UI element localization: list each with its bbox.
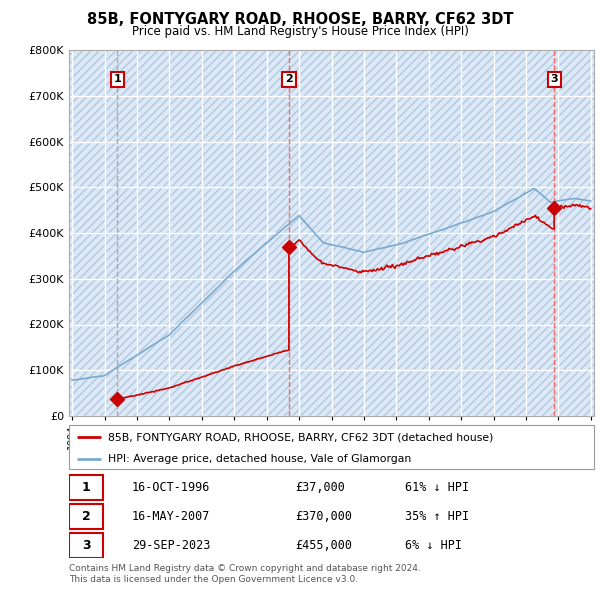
Text: £37,000: £37,000 bbox=[295, 481, 344, 494]
Text: 61% ↓ HPI: 61% ↓ HPI bbox=[405, 481, 469, 494]
Text: 16-OCT-1996: 16-OCT-1996 bbox=[132, 481, 211, 494]
Text: £455,000: £455,000 bbox=[295, 539, 352, 552]
Text: 35% ↑ HPI: 35% ↑ HPI bbox=[405, 510, 469, 523]
Text: 1: 1 bbox=[82, 481, 91, 494]
Text: 1: 1 bbox=[113, 74, 121, 84]
Text: This data is licensed under the Open Government Licence v3.0.: This data is licensed under the Open Gov… bbox=[69, 575, 358, 584]
Text: 29-SEP-2023: 29-SEP-2023 bbox=[132, 539, 211, 552]
FancyBboxPatch shape bbox=[69, 425, 594, 469]
Text: Contains HM Land Registry data © Crown copyright and database right 2024.: Contains HM Land Registry data © Crown c… bbox=[69, 564, 421, 573]
Text: 3: 3 bbox=[550, 74, 558, 84]
Text: HPI: Average price, detached house, Vale of Glamorgan: HPI: Average price, detached house, Vale… bbox=[109, 454, 412, 464]
FancyBboxPatch shape bbox=[69, 533, 103, 558]
Text: 16-MAY-2007: 16-MAY-2007 bbox=[132, 510, 211, 523]
FancyBboxPatch shape bbox=[69, 504, 103, 529]
Text: 6% ↓ HPI: 6% ↓ HPI bbox=[405, 539, 462, 552]
Text: £370,000: £370,000 bbox=[295, 510, 352, 523]
Text: 3: 3 bbox=[82, 539, 91, 552]
Text: 85B, FONTYGARY ROAD, RHOOSE, BARRY, CF62 3DT: 85B, FONTYGARY ROAD, RHOOSE, BARRY, CF62… bbox=[87, 12, 513, 27]
Text: Price paid vs. HM Land Registry's House Price Index (HPI): Price paid vs. HM Land Registry's House … bbox=[131, 25, 469, 38]
Text: 2: 2 bbox=[285, 74, 293, 84]
FancyBboxPatch shape bbox=[69, 474, 103, 500]
Text: 85B, FONTYGARY ROAD, RHOOSE, BARRY, CF62 3DT (detached house): 85B, FONTYGARY ROAD, RHOOSE, BARRY, CF62… bbox=[109, 432, 494, 442]
Text: 2: 2 bbox=[82, 510, 91, 523]
